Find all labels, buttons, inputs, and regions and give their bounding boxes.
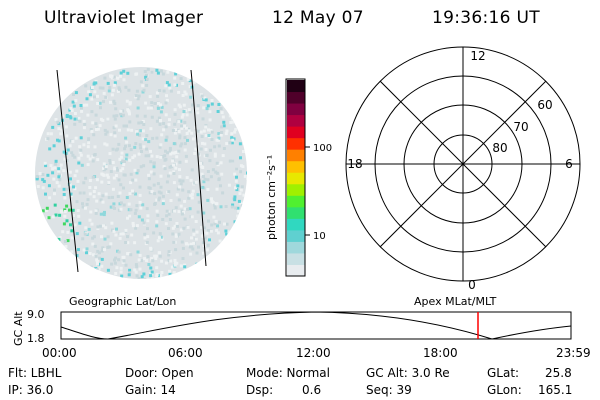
colorbar-band xyxy=(287,218,305,231)
instrument-title: Ultraviolet Imager xyxy=(44,8,204,28)
time-tick-1800: 18:00 xyxy=(423,346,458,360)
colorbar-label-10: 10 xyxy=(313,231,326,242)
colorbar-band xyxy=(287,160,305,173)
colorbar-band xyxy=(287,241,305,254)
apex-caption: Apex MLat/MLT xyxy=(414,295,497,308)
altitude-ytick-1.8: 1.8 xyxy=(27,332,45,345)
status-mode: Mode: Normal xyxy=(246,366,330,380)
time-tick-1200: 12:00 xyxy=(296,346,331,360)
status-seq: Seq: 39 xyxy=(366,383,412,397)
time-tick-0000: 00:00 xyxy=(42,346,77,360)
status-gain: Gain: 14 xyxy=(125,383,176,397)
mlt-label-6: 6 xyxy=(565,157,573,171)
colorbar-band xyxy=(287,149,305,162)
status-glon-value: 165.1 xyxy=(538,383,573,397)
colorbar-band xyxy=(287,126,305,139)
colorbar-frame xyxy=(285,78,306,277)
mlt-label-18: 18 xyxy=(347,157,362,171)
mlt-label-0: 0 xyxy=(468,278,476,292)
status-glon: GLon: xyxy=(487,383,522,397)
colorbar-band xyxy=(287,114,305,127)
colorbar-band xyxy=(287,183,305,196)
status-door: Door: Open xyxy=(125,366,194,380)
colorbar-band xyxy=(287,195,305,208)
colorbar-label-100: 100 xyxy=(313,143,332,154)
colorbar-band xyxy=(287,91,305,104)
colorbar-band xyxy=(287,252,305,265)
geographic-caption: Geographic Lat/Lon xyxy=(69,295,177,308)
status-ip: IP: 36.0 xyxy=(8,383,54,397)
intensity-colorbar xyxy=(287,80,305,277)
altitude-axis-title: GC Alt xyxy=(12,311,25,346)
colorbar-band xyxy=(287,229,305,242)
colorbar-band xyxy=(287,206,305,219)
colorbar-band xyxy=(287,137,305,150)
colorbar-band xyxy=(287,80,305,93)
status-gc-alt: GC Alt: 3.0 Re xyxy=(366,366,450,380)
time-label: 19:36:16 UT xyxy=(432,8,540,28)
longitude-line-right xyxy=(190,69,207,267)
time-tick-0600: 06:00 xyxy=(168,346,203,360)
colorbar-band xyxy=(287,264,305,277)
status-glat-value: 25.8 xyxy=(545,366,572,380)
status-dsp: Dsp: xyxy=(246,383,274,397)
time-tick-2359: 23:59 xyxy=(556,346,591,360)
polar-diagonal-2 xyxy=(379,80,547,248)
colorbar-band xyxy=(287,172,305,185)
altitude-plot-frame xyxy=(60,311,572,340)
longitude-line-left xyxy=(56,69,79,273)
colorbar-unit-label: photon cm⁻²s⁻¹ xyxy=(265,155,278,240)
polar-mlat-mlt-plot xyxy=(345,46,581,282)
altitude-ytick-9: 9.0 xyxy=(27,308,45,321)
status-dsp-value: 0.6 xyxy=(302,383,322,397)
mlat-label-80: 80 xyxy=(492,141,507,155)
colorbar-band xyxy=(287,103,305,116)
mlt-label-12: 12 xyxy=(470,49,485,63)
mlat-label-70: 70 xyxy=(513,120,528,134)
uv-intensity-speckles xyxy=(35,67,247,279)
mlat-label-60: 60 xyxy=(537,98,552,112)
date-label: 12 May 07 xyxy=(272,8,364,28)
status-filter: Flt: LBHL xyxy=(8,366,62,380)
altitude-curve xyxy=(60,311,572,340)
uv-image-disk xyxy=(35,67,247,279)
status-glat: GLat: xyxy=(487,366,520,380)
